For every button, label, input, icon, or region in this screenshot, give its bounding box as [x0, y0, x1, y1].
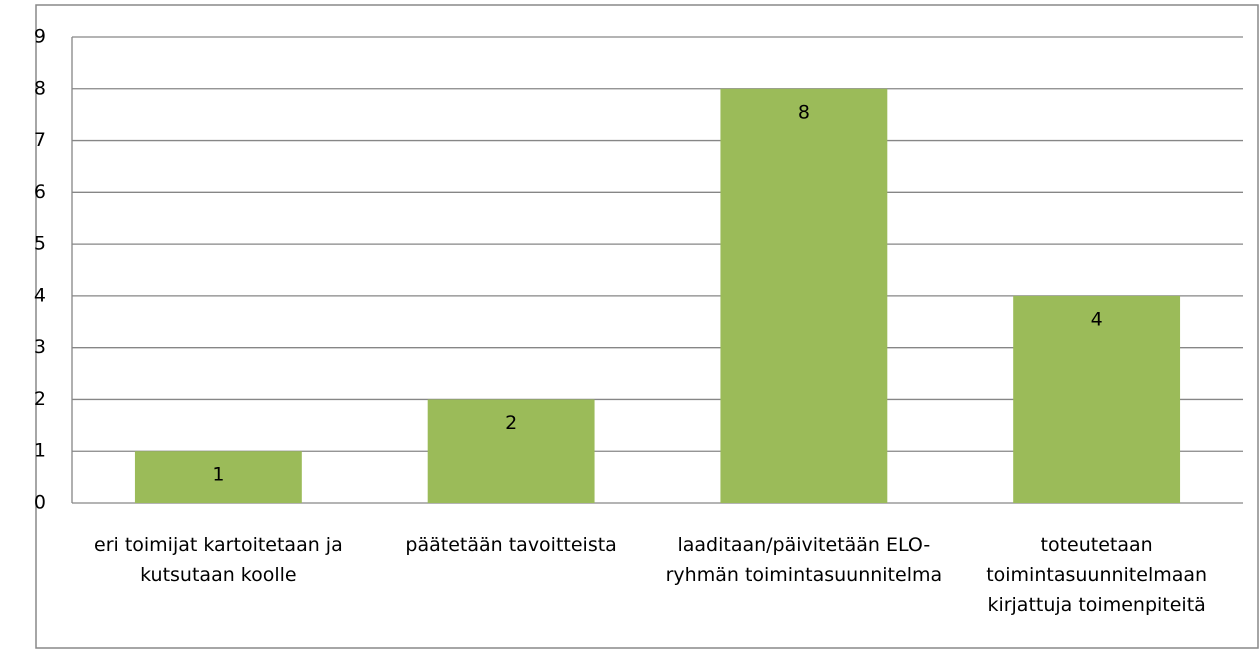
y-tick-label: 9 [34, 26, 46, 48]
y-tick-label: 7 [34, 129, 46, 151]
value-label: 2 [505, 412, 517, 434]
bar [1013, 295, 1181, 503]
bar [720, 88, 888, 504]
chart-frame [35, 4, 1259, 649]
value-label: 8 [798, 101, 810, 123]
y-tick-label: 5 [34, 233, 46, 255]
y-tick-label: 4 [34, 284, 46, 306]
x-tick-label: toteutetaan toimintasuunnitelmaan kirjat… [986, 534, 1208, 616]
value-label: 1 [212, 464, 224, 486]
y-tick-label: 6 [34, 181, 46, 203]
y-tick-label: 0 [34, 492, 46, 514]
bar [134, 451, 302, 503]
x-tick-label: laaditaan/päivitetään ELO-ryhmän toimint… [665, 534, 943, 586]
value-label: 4 [1091, 308, 1103, 330]
x-tick-label: eri toimijat kartoitetaan ja kutsutaan k… [94, 534, 343, 586]
y-tick-label: 8 [34, 77, 46, 99]
x-tick-label: päätetään tavoitteista [405, 534, 617, 556]
y-tick-label: 2 [34, 388, 46, 410]
y-tick-label: 3 [34, 336, 46, 358]
y-tick-label: 1 [34, 440, 46, 462]
bar [427, 399, 595, 503]
